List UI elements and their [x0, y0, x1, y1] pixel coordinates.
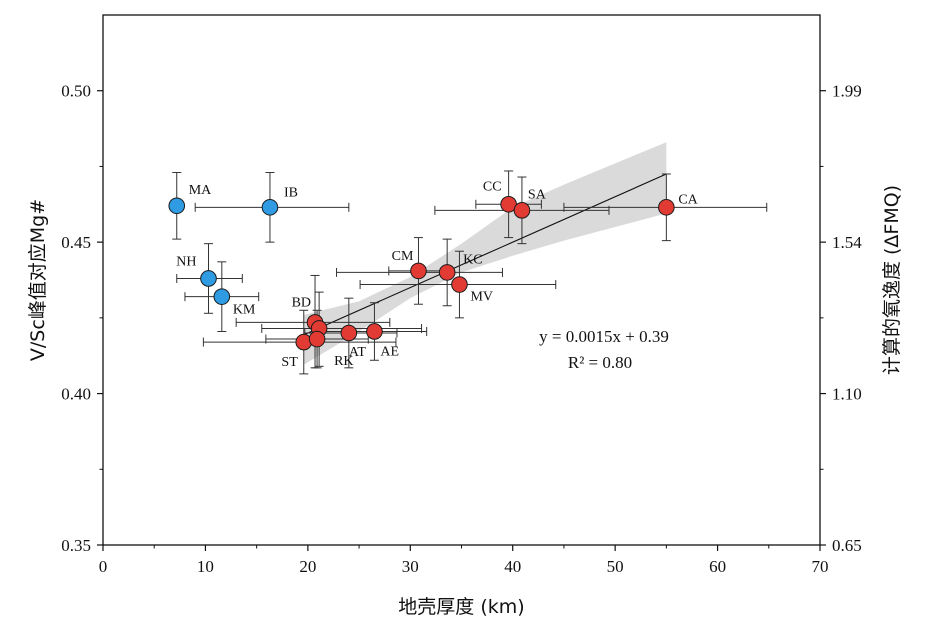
y2-tick-label: 1.54 [832, 233, 862, 252]
x-tick-label: 50 [607, 557, 624, 576]
x-tick-label: 10 [197, 557, 214, 576]
data-points [168, 195, 675, 351]
regression-line [303, 173, 667, 336]
data-point-mv [451, 276, 468, 293]
point-label-bd: BD [292, 295, 311, 310]
data-point-ma [168, 197, 186, 215]
r-squared: R² = 0.80 [568, 353, 632, 372]
data-point-sa [513, 202, 531, 219]
point-label-nh: NH [176, 254, 196, 269]
fit-equation: y = 0.0015x + 0.39 [539, 327, 669, 346]
x-tick-label: 0 [99, 557, 108, 576]
x-tick-label: 60 [709, 557, 726, 576]
data-point-cm [410, 262, 427, 280]
ci-band-area [303, 142, 667, 365]
point-label-cm: CM [392, 249, 414, 264]
data-point-ae [366, 323, 383, 340]
point-label-ma: MA [189, 183, 212, 198]
y-tick-label: 0.40 [61, 385, 91, 404]
x-tick-label: 20 [299, 557, 316, 576]
y-tick-label: 0.45 [61, 233, 91, 252]
x-axis-label: 地壳厚度 (km) [398, 596, 524, 618]
data-point-kc [438, 264, 456, 281]
y-tick-label: 0.35 [61, 536, 91, 555]
y-tick-label: 0.50 [61, 82, 91, 101]
y2-tick-label: 1.99 [832, 82, 862, 101]
x-tick-label: 70 [812, 557, 829, 576]
y-axis-label: V/Sc峰值对应Mg# [27, 199, 49, 361]
point-label-ae: AE [380, 344, 399, 359]
y2-tick-label: 0.65 [832, 536, 862, 555]
y2-tick-label: 1.10 [832, 385, 862, 404]
data-point-at [340, 324, 358, 342]
data-point-nh [200, 270, 217, 287]
right-axis-label: 计算的氧逸度 (ΔFMQ) [881, 185, 903, 375]
axis-ticks: 0 10 20 30 40 50 60 70 0.35 0.65 0.40 1.10 0.45 1.54 0… [61, 82, 862, 576]
point-label-sa: SA [528, 187, 547, 202]
point-label-st: ST [281, 355, 298, 370]
data-point-ib [261, 199, 279, 216]
data-point-rk [308, 330, 326, 348]
point-label-ib: IB [284, 185, 298, 200]
point-label-at: AT [349, 345, 367, 360]
x-tick-label: 30 [402, 557, 419, 576]
point-label-ca: CA [678, 192, 698, 207]
point-label-mv: MV [470, 290, 493, 305]
point-label-cc: CC [483, 179, 502, 194]
confidence-band [303, 142, 667, 365]
x-tick-label: 40 [504, 557, 521, 576]
data-point-km [213, 288, 231, 305]
point-label-kc: KC [463, 252, 482, 267]
data-point-ca [658, 199, 675, 216]
point-label-km: KM [233, 303, 256, 318]
point-label-rk: RK [334, 354, 353, 369]
